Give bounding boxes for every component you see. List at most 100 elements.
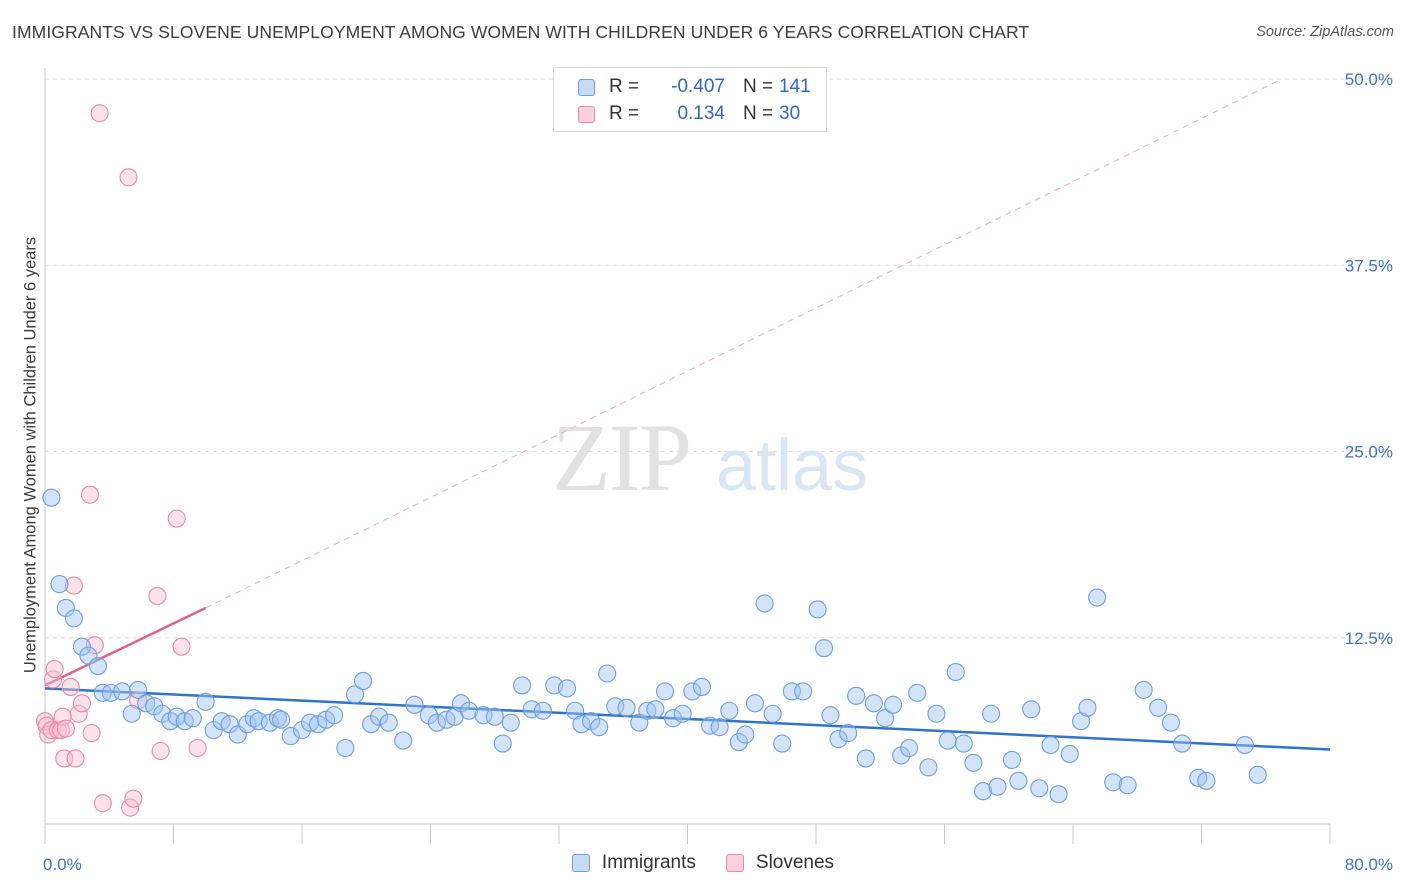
immigrants-point xyxy=(64,609,83,628)
slovenes-point xyxy=(42,721,61,740)
watermark: ZIP atlas xyxy=(552,404,868,511)
immigrants-points xyxy=(42,488,1267,804)
source-credit: Source: ZipAtlas.com xyxy=(1256,24,1394,40)
immigrants-point xyxy=(196,692,215,711)
immigrants-point xyxy=(829,730,848,749)
immigrants-point xyxy=(617,698,636,717)
y-tick-label: 25.0% xyxy=(1345,443,1393,462)
immigrants-point xyxy=(655,682,675,701)
immigrants-point xyxy=(755,594,774,613)
legend-n-label: N = xyxy=(743,76,774,97)
immigrants-point xyxy=(501,713,520,732)
immigrants-point xyxy=(533,701,552,720)
immigrants-point xyxy=(1173,734,1192,753)
slovenes-point xyxy=(124,789,143,808)
immigrants-point xyxy=(1041,735,1060,755)
slovenes-point xyxy=(148,586,167,606)
immigrants-point xyxy=(884,695,903,714)
immigrants-point xyxy=(268,709,287,728)
immigrants-point xyxy=(325,706,344,725)
immigrants-point xyxy=(763,704,782,723)
immigrants-point xyxy=(808,600,827,619)
legend-item-slovenes: Slovenes xyxy=(725,852,834,874)
y-tick-label: 50.0% xyxy=(1345,70,1393,89)
immigrants-point xyxy=(1235,735,1254,755)
tick-labels: 12.5% 25.0% 37.5% 50.0% 0.0% 80.0% xyxy=(43,70,1393,874)
immigrants-point xyxy=(954,734,973,753)
immigrants-point xyxy=(964,753,983,772)
immigrants-point xyxy=(129,680,148,699)
slovenes-point xyxy=(66,749,85,768)
immigrants-point xyxy=(1134,680,1153,699)
immigrants-point xyxy=(513,676,532,695)
immigrants-point xyxy=(700,716,720,735)
immigrants-point xyxy=(122,704,141,723)
legend-label-immigrants: Immigrants xyxy=(601,852,696,873)
legend-n-value: 141 xyxy=(779,76,811,97)
immigrants-point xyxy=(336,738,355,758)
immigrants-point xyxy=(1149,698,1168,717)
immigrants-point xyxy=(183,709,202,728)
x-tick-label: 0.0% xyxy=(43,855,82,874)
immigrants-point xyxy=(692,677,712,696)
immigrants-point xyxy=(598,664,617,683)
legend-n-label: N = xyxy=(743,103,774,124)
immigrants-point xyxy=(42,488,61,507)
immigrants-point xyxy=(88,657,108,676)
immigrants-point xyxy=(590,718,609,737)
immigrants-point xyxy=(847,686,866,705)
immigrants-point xyxy=(1248,765,1267,784)
immigrants-point xyxy=(973,782,993,801)
legend-r-label: R = xyxy=(609,76,640,97)
immigrants-point xyxy=(839,724,858,743)
immigrants-point xyxy=(745,694,765,713)
y-tick-label: 12.5% xyxy=(1345,629,1393,648)
immigrants-point xyxy=(1104,773,1123,792)
slovenes-point xyxy=(80,485,100,504)
immigrants-point xyxy=(720,701,739,720)
slovenes-point xyxy=(167,509,186,528)
immigrants-point xyxy=(814,639,834,658)
immigrants-point xyxy=(919,758,938,777)
immigrants-point xyxy=(982,704,1001,723)
trend-lines xyxy=(44,78,1331,751)
legend-swatch-immigrants xyxy=(578,78,595,96)
slovenes-point xyxy=(93,794,112,813)
chart-title: IMMIGRANTS VS SLOVENE UNEMPLOYMENT AMONG… xyxy=(12,22,1030,42)
legend-swatch-slovenes xyxy=(725,854,744,872)
immigrants-point xyxy=(864,694,883,713)
immigrants-point xyxy=(113,682,132,701)
watermark-atlas: atlas xyxy=(716,426,868,506)
immigrants-point xyxy=(557,679,577,698)
immigrants-point xyxy=(1002,750,1022,769)
legend-item-immigrants: Immigrants xyxy=(571,852,696,874)
y-tick-label: 37.5% xyxy=(1345,256,1393,275)
immigrants-point xyxy=(1078,698,1097,717)
slovenes-point xyxy=(56,719,75,738)
immigrants-point xyxy=(281,727,300,746)
immigrants-point xyxy=(272,710,291,729)
legend-row-immigrants: R = -0.407 N = 141 xyxy=(578,75,811,99)
immigrants-point xyxy=(683,682,702,701)
immigrants-point xyxy=(353,671,373,691)
legend-row-slovenes: R = 0.134 N = 30 xyxy=(578,102,800,126)
immigrants-point xyxy=(927,704,946,723)
immigrants-point xyxy=(673,704,692,723)
slovenes-point xyxy=(82,724,101,743)
slovenes-point xyxy=(69,704,88,723)
gridlines xyxy=(45,78,1392,639)
trend-line-slovenes xyxy=(44,606,207,687)
immigrants-point xyxy=(773,734,792,753)
immigrants-point xyxy=(710,718,729,737)
slovenes-point xyxy=(72,694,91,713)
immigrants-point xyxy=(1060,744,1079,764)
x-tick-label: 80.0% xyxy=(1345,855,1393,874)
immigrants-point xyxy=(938,731,957,750)
immigrants-point xyxy=(736,725,755,744)
immigrants-point xyxy=(345,685,365,704)
slovenes-point xyxy=(119,168,138,187)
legend-swatch-slovenes xyxy=(578,105,595,123)
correlation-legend: R = -0.407 N = 141 R = 0.134 N = 30 xyxy=(553,67,827,132)
slovenes-point xyxy=(90,104,109,123)
